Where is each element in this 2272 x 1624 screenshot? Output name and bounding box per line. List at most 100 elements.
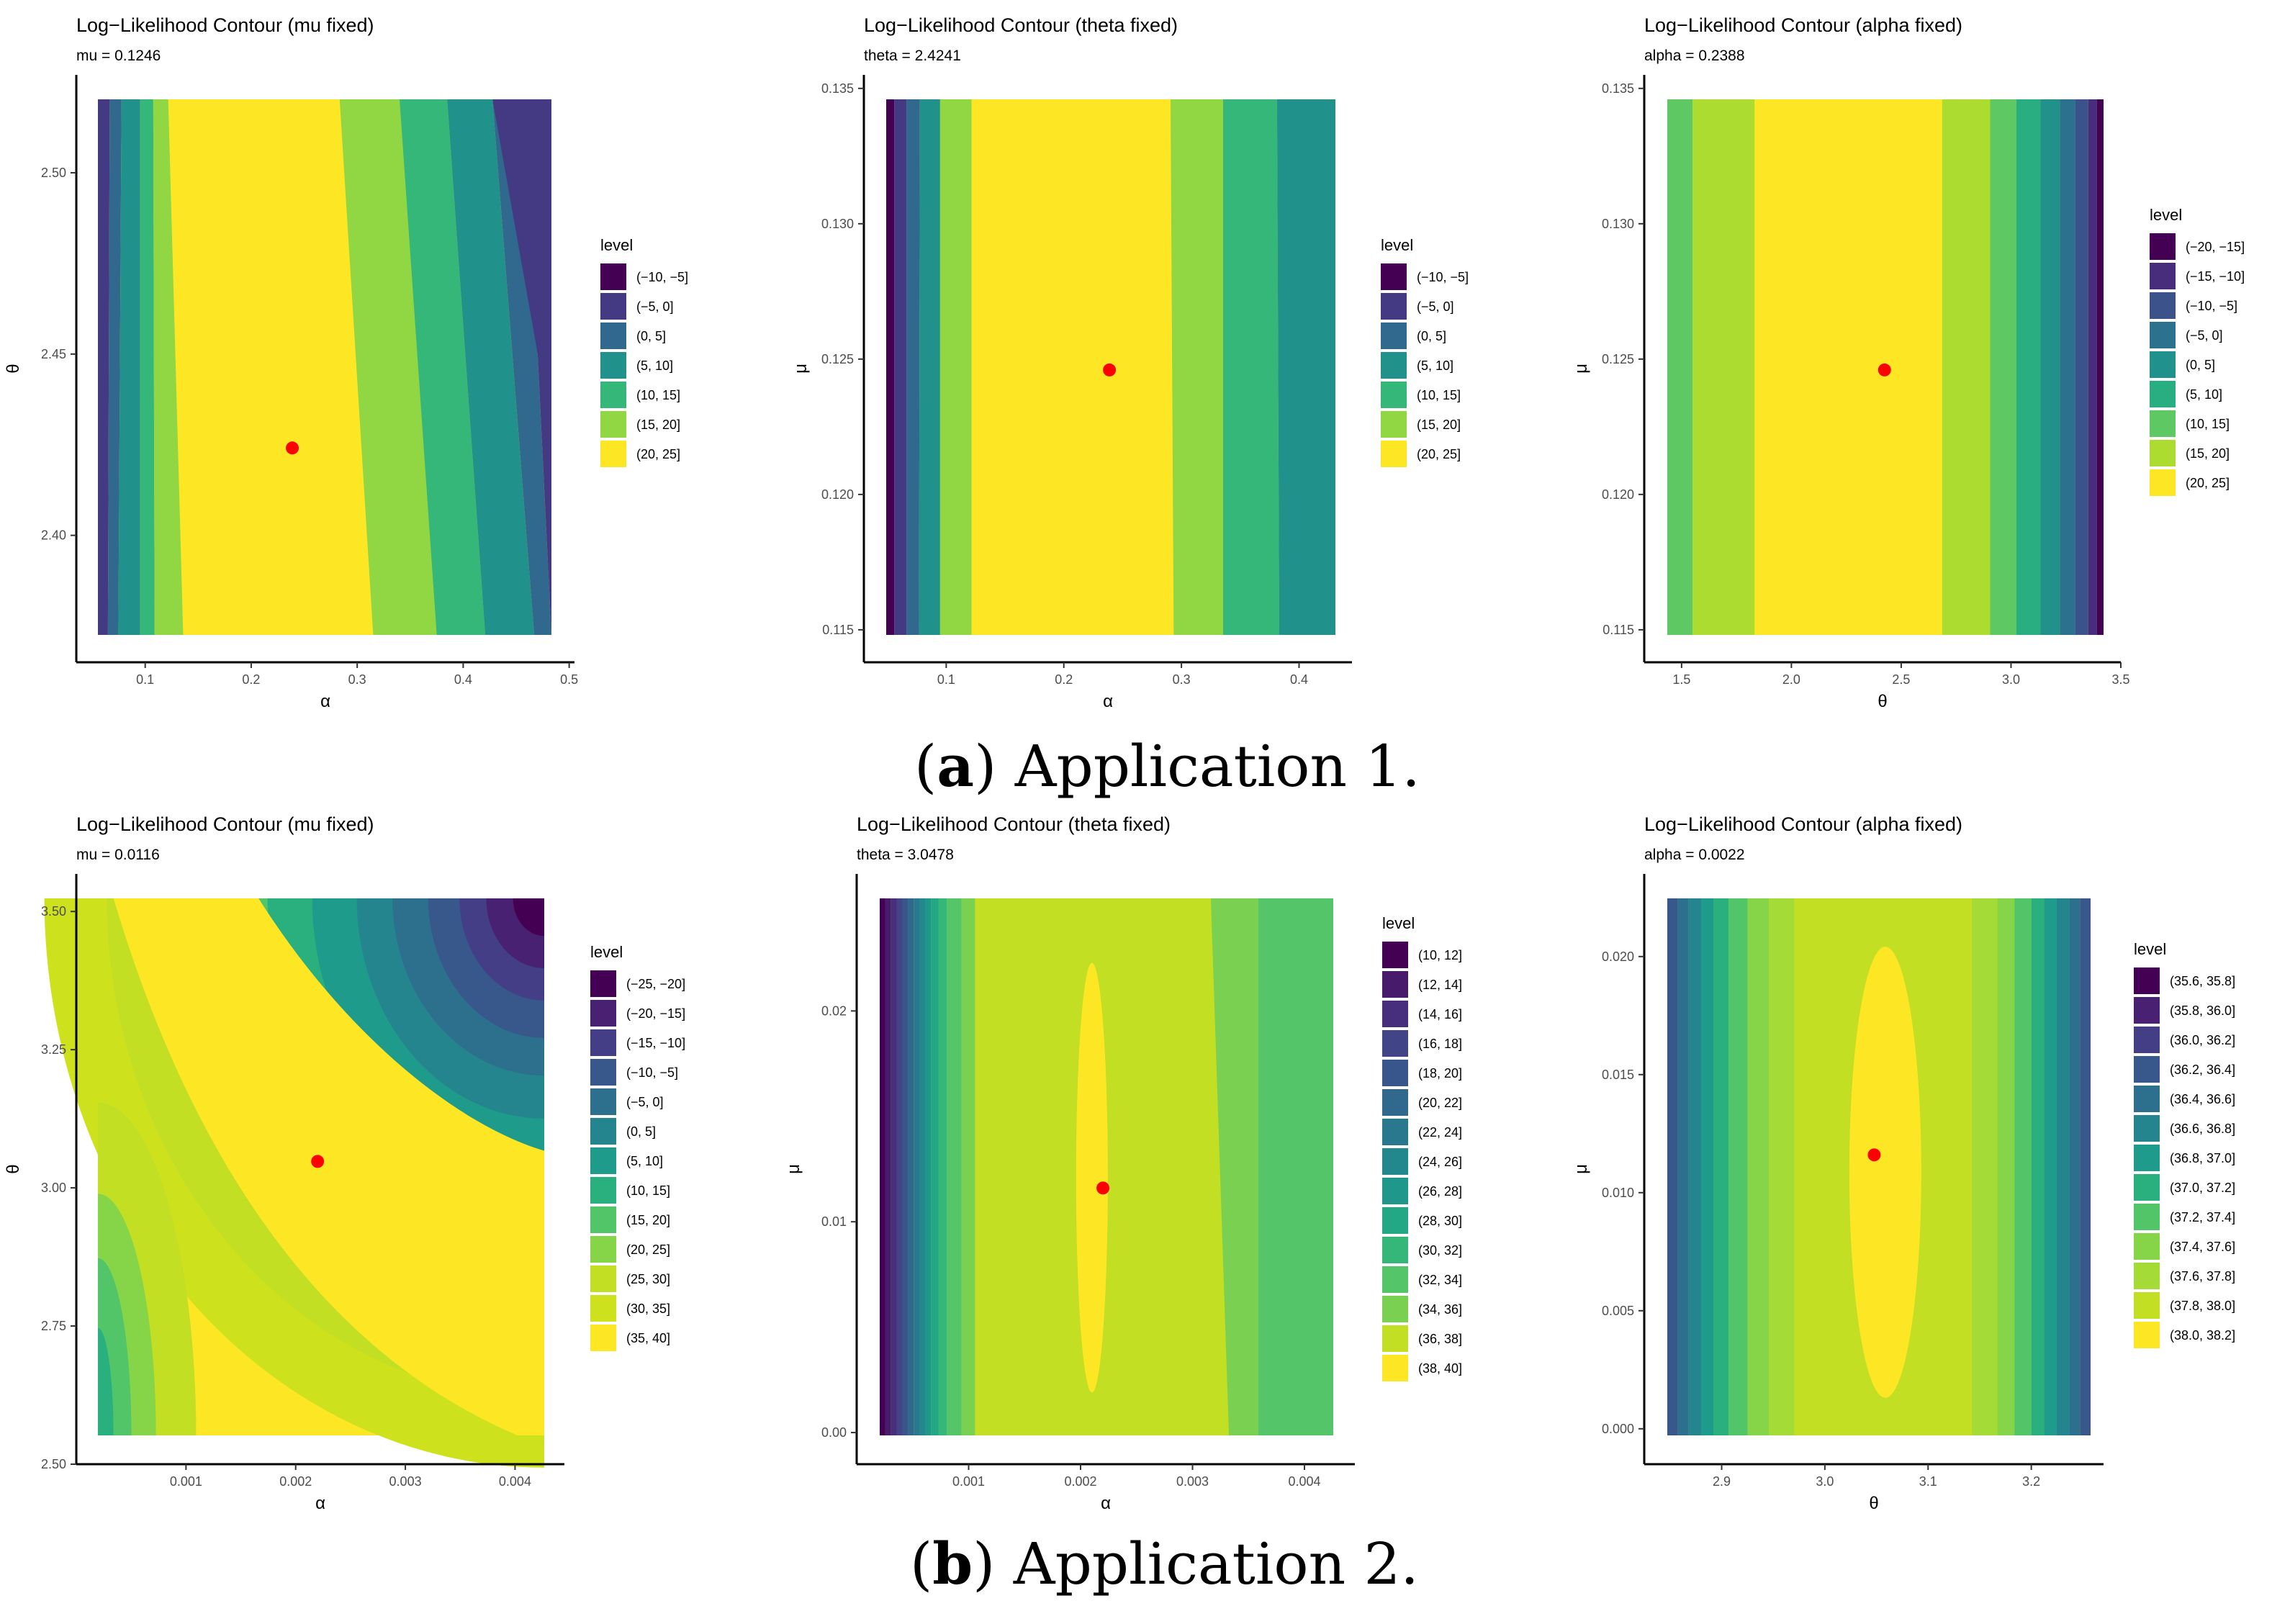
chart-title: Log−Likelihood Contour (mu fixed) <box>76 14 374 36</box>
y-tick-label: 0.02 <box>821 1003 847 1018</box>
contour-band <box>880 898 885 1435</box>
estimate-point <box>1096 1181 1110 1195</box>
y-tick-label: 2.45 <box>41 347 66 361</box>
legend-swatch <box>1382 1207 1408 1234</box>
x-tick-label: 0.1 <box>136 672 154 687</box>
contour-band <box>961 898 975 1435</box>
contour-band <box>1276 99 1335 635</box>
y-tick-label: 0.000 <box>1602 1422 1634 1436</box>
x-tick-label: 0.3 <box>1173 672 1191 687</box>
legend-label: (36.6, 36.8] <box>2170 1122 2235 1136</box>
legend-label: (−5, 0] <box>2186 328 2223 343</box>
chart-subtitle: alpha = 0.0022 <box>1644 847 1745 863</box>
x-tick-label: 3.2 <box>2022 1474 2040 1489</box>
legend: level (35.6, 35.8] (35.8, 36.0] (36.0, 36.2… <box>2134 940 2235 1348</box>
legend-label: (15, 20] <box>626 1213 670 1227</box>
x-axis-label: θ <box>1877 692 1887 711</box>
y-tick-label: 0.005 <box>1602 1304 1634 1318</box>
contour-band <box>447 99 535 635</box>
legend-swatch <box>1382 1060 1408 1086</box>
contour-band <box>2040 99 2060 635</box>
legend-label: (37.4, 37.6] <box>2170 1240 2235 1254</box>
x-axis-label: α <box>1101 1494 1111 1513</box>
legend-title: level <box>1381 236 1413 254</box>
y-axis-label: μ <box>1572 1164 1591 1174</box>
contour-band <box>938 898 947 1435</box>
contour-band <box>113 898 544 1435</box>
contour-band <box>2069 898 2081 1435</box>
x-tick-label: 3.0 <box>2002 672 2020 687</box>
legend-swatch <box>2150 351 2176 378</box>
legend-swatch <box>2134 1292 2160 1319</box>
chart-title: Log−Likelihood Contour (theta fixed) <box>864 14 1178 36</box>
contour-band <box>140 99 155 635</box>
legend-swatch <box>2134 1174 2160 1201</box>
legend-swatch <box>590 1295 616 1322</box>
legend-label: (20, 25] <box>1417 447 1461 461</box>
legend-label: (37.2, 37.4] <box>2170 1210 2235 1224</box>
contour-band <box>931 898 939 1435</box>
legend-swatch <box>600 382 626 408</box>
contour-band <box>1747 898 1770 1435</box>
legend-swatch <box>600 293 626 320</box>
legend-label: (25, 30] <box>626 1272 670 1286</box>
legend-label: (36.0, 36.2] <box>2170 1033 2235 1047</box>
legend-swatch <box>2150 263 2176 289</box>
legend-label: (38.0, 38.2] <box>2170 1328 2235 1343</box>
y-axis-label: μ <box>791 364 811 374</box>
legend-label: (36.2, 36.4] <box>2170 1063 2235 1077</box>
legend-swatch <box>590 1118 616 1145</box>
y-tick-label: 0.135 <box>1602 81 1634 96</box>
chart-subtitle: theta = 3.0478 <box>857 847 954 863</box>
legend-label: (36.8, 37.0] <box>2170 1151 2235 1165</box>
contour-band <box>2014 898 2032 1435</box>
contour-band <box>1997 898 2015 1435</box>
legend-label: (−25, −20] <box>626 977 685 991</box>
x-tick-label: 0.003 <box>389 1474 422 1489</box>
contour-band <box>1769 898 1795 1435</box>
legend-label: (−15, −10] <box>2186 269 2245 284</box>
y-tick-label: 0.120 <box>821 487 854 502</box>
legend-title: level <box>2150 206 2182 224</box>
contour-band <box>886 99 895 635</box>
x-axis-label: θ <box>1869 1494 1878 1513</box>
legend-swatch <box>1381 411 1407 438</box>
legend-swatch <box>2134 1115 2160 1142</box>
legend-swatch <box>2134 967 2160 994</box>
legend-swatch <box>2150 233 2176 260</box>
legend-swatch <box>2150 322 2176 348</box>
legend-swatch <box>1382 1001 1408 1027</box>
legend-swatch <box>1382 971 1408 998</box>
contour-band <box>894 99 907 635</box>
chart-panel: 1.5 2.0 2.5 3.0 3.5 0.115 0.120 0.125 0.130 0.135… <box>1572 14 2245 711</box>
contour-band <box>339 99 437 635</box>
legend-label: (35, 40] <box>626 1331 670 1345</box>
contour-band <box>891 898 897 1435</box>
legend-label: (−10, −5] <box>1417 270 1469 284</box>
contour-band <box>399 99 486 635</box>
estimate-point <box>1877 363 1891 376</box>
legend-swatch <box>2134 1204 2160 1230</box>
contour-band <box>2096 99 2104 635</box>
contour-band <box>1701 898 1714 1435</box>
x-tick-label: 0.001 <box>170 1474 202 1489</box>
y-axis-label: θ <box>4 364 23 373</box>
legend-swatch <box>1382 1296 1408 1322</box>
x-axis-label: α <box>315 1494 325 1513</box>
caption-text: (b) Application 2. <box>910 1530 1419 1597</box>
legend-swatch <box>590 970 616 997</box>
contour-band <box>1713 898 1729 1435</box>
legend-swatch <box>1382 1355 1408 1381</box>
legend-label: (15, 20] <box>1417 418 1461 432</box>
x-tick-label: 0.1 <box>937 672 955 687</box>
legend-label: (14, 16] <box>1418 1007 1462 1021</box>
contour-band <box>1076 962 1108 1393</box>
contour-band <box>2031 898 2045 1435</box>
legend-label: (22, 24] <box>1418 1125 1462 1140</box>
chart-panel: 0.1 0.2 0.3 0.4 0.5 2.40 2.45 2.50 Log−Likelihoo… <box>4 14 688 711</box>
contour-band <box>2080 898 2091 1435</box>
legend-label: (30, 32] <box>1418 1243 1462 1258</box>
legend-title: level <box>600 236 633 254</box>
legend-label: (34, 36] <box>1418 1302 1462 1317</box>
chart-title: Log−Likelihood Contour (mu fixed) <box>76 813 374 835</box>
